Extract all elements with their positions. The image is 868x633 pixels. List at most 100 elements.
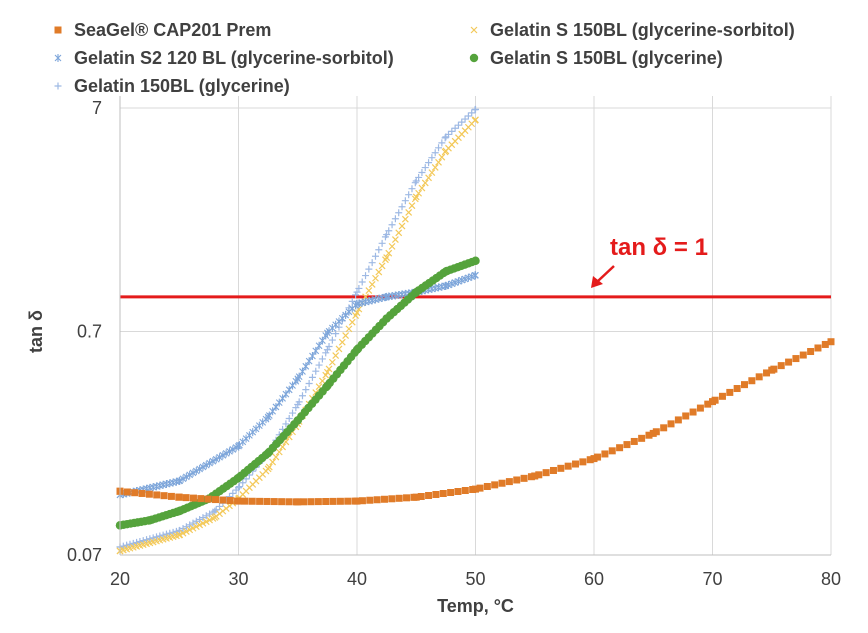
data-point — [696, 404, 704, 412]
data-point — [709, 398, 716, 406]
data-point — [373, 496, 381, 504]
data-point — [785, 358, 793, 366]
data-point — [535, 471, 543, 479]
data-point — [689, 408, 697, 416]
data-point — [411, 179, 419, 187]
data-point — [196, 521, 204, 529]
data-point — [740, 381, 748, 389]
data-point — [167, 492, 175, 500]
data-point — [186, 470, 194, 479]
data-point — [279, 443, 287, 451]
data-point — [209, 457, 217, 466]
data-point — [186, 526, 194, 534]
data-point — [166, 529, 174, 537]
data-point — [305, 357, 313, 366]
data-point — [428, 169, 436, 177]
legend-item: Gelatin S 150BL (glycerine) — [469, 48, 723, 68]
data-point — [421, 179, 429, 187]
data-point — [285, 498, 293, 506]
data-point — [464, 112, 472, 120]
data-point — [586, 456, 594, 464]
data-point — [718, 392, 726, 400]
data-point — [264, 413, 272, 422]
data-point — [461, 487, 469, 495]
data-point — [323, 368, 331, 376]
data-point — [405, 191, 413, 199]
data-point — [175, 531, 183, 539]
data-point — [189, 494, 197, 502]
data-point — [209, 515, 217, 522]
data-point — [383, 292, 391, 301]
data-point — [733, 385, 741, 393]
data-point — [408, 202, 416, 210]
data-point — [289, 381, 296, 390]
data-point — [395, 494, 403, 502]
data-point — [505, 478, 513, 486]
data-point — [312, 346, 320, 355]
data-point — [160, 492, 168, 500]
data-point — [412, 287, 421, 297]
data-point — [660, 424, 668, 432]
data-point — [792, 355, 800, 363]
data-point — [531, 472, 539, 480]
data-point — [169, 528, 177, 536]
data-point — [282, 390, 290, 399]
data-point — [763, 369, 771, 377]
data-point — [342, 332, 350, 339]
data-point — [431, 149, 439, 157]
data-point — [256, 497, 264, 505]
data-point — [192, 523, 200, 531]
data-point — [383, 231, 391, 239]
data-point — [405, 209, 413, 216]
data-point — [248, 497, 256, 505]
data-point — [432, 491, 440, 499]
data-point — [645, 431, 653, 439]
data-point — [270, 498, 278, 506]
data-point — [442, 147, 450, 155]
data-point — [428, 154, 436, 162]
data-point — [704, 400, 712, 408]
data-point — [371, 252, 379, 260]
data-point — [289, 409, 297, 417]
data-point — [269, 407, 277, 416]
series-3 — [115, 256, 480, 530]
data-point — [630, 437, 638, 445]
data-point — [175, 493, 183, 501]
data-point — [189, 468, 197, 477]
y-axis-title: tan δ — [26, 310, 46, 353]
data-point — [275, 398, 283, 407]
data-point — [542, 469, 550, 477]
data-point — [383, 254, 391, 261]
data-point — [338, 338, 346, 346]
data-point — [179, 529, 187, 537]
data-point — [378, 262, 386, 270]
data-point — [799, 351, 807, 359]
data-point — [302, 362, 310, 371]
data-point — [272, 402, 280, 411]
data-point — [212, 455, 220, 464]
data-point — [285, 414, 293, 422]
data-point — [594, 453, 602, 461]
y-tick-label: 0.07 — [67, 545, 102, 565]
data-point — [442, 133, 450, 141]
data-point — [391, 215, 399, 223]
data-point — [777, 362, 785, 370]
data-point — [159, 531, 167, 539]
data-point — [353, 497, 361, 505]
legend-label: Gelatin 150BL (glycerine) — [74, 76, 290, 96]
data-point — [674, 416, 682, 424]
data-point — [282, 420, 290, 428]
data-point — [441, 267, 451, 276]
x-tick-label: 50 — [465, 569, 485, 589]
data-point — [418, 184, 426, 192]
data-point — [325, 343, 333, 351]
data-point — [175, 477, 183, 486]
data-point — [572, 460, 580, 468]
legend-item: Gelatin 150BL (glycerine) — [54, 76, 290, 96]
data-point — [472, 105, 479, 113]
data-point — [348, 318, 356, 326]
data-point — [385, 227, 393, 235]
annotation-arrowhead — [591, 276, 603, 288]
data-point — [285, 385, 293, 394]
